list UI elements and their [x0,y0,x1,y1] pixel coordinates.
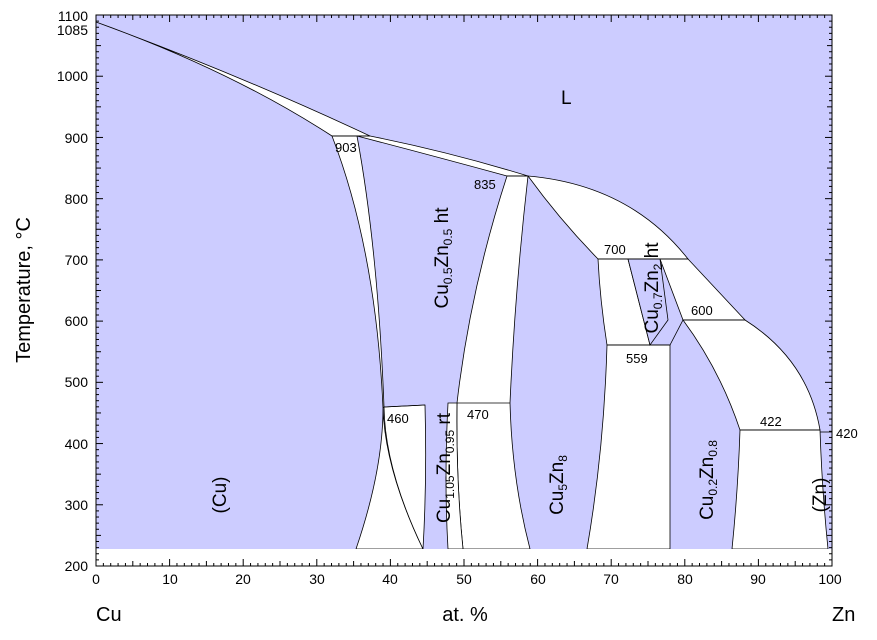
x-tick-60: 60 [530,571,546,587]
phase-cu: (Cu) [210,477,231,514]
x-tick-labels: 0 10 20 30 40 50 60 70 80 90 100 [92,571,842,587]
x-tick-40: 40 [382,571,398,587]
x-axis-left-element: Cu [96,604,122,626]
phase-liquid: L [561,88,572,109]
temp-903: 903 [335,140,357,155]
y-tick-800: 800 [65,191,89,207]
phase-cu07zn2-ht: Cu0.7Zn2 ht [642,242,665,334]
temp-700: 700 [604,242,626,257]
phase-cu05zn05-ht: Cu0.5Zn0.5 ht [432,207,455,309]
phase-cu02zn08: Cu0.2Zn0.8 [697,440,720,520]
temp-600: 600 [691,303,713,318]
y-tick-600: 600 [65,313,89,329]
isotherms [332,135,832,433]
tick-marks [95,14,833,567]
y-label-1085: 1085 [57,22,88,38]
x-tick-70: 70 [603,571,619,587]
region-beta-rt-left [383,404,427,551]
phase-labels: L (Cu) (Zn) Cu0.5Zn0.5 ht Cu1.05Zn0.95 r… [210,88,831,523]
temp-470: 470 [467,407,489,422]
x-tick-90: 90 [750,571,766,587]
phase-cu5zn8: Cu5Zn8 [547,455,570,515]
two-phase-regions [95,21,829,551]
y-tick-700: 700 [65,252,89,268]
phase-cu105zn095-rt: Cu1.05Zn0.95 rt [434,412,457,523]
x-tick-0: 0 [92,571,100,587]
x-axis-right-element: Zn [832,604,855,626]
x-axis-title: at. % [442,604,488,626]
y-axis-title: Temperature, °C [13,217,35,363]
y-tick-1000: 1000 [57,68,88,84]
x-tick-10: 10 [162,571,178,587]
temp-460: 460 [387,411,409,426]
temperature-annotations: 903 835 700 600 559 460 470 422 420 [335,140,858,441]
y-tick-labels: 200 300 400 500 600 700 800 900 1000 110… [57,8,88,574]
temp-420: 420 [836,426,858,441]
temp-559: 559 [626,351,648,366]
y-tick-500: 500 [65,374,89,390]
y-tick-900: 900 [65,130,89,146]
temp-422: 422 [760,414,782,429]
isotherm-460 [383,404,426,408]
y-tick-1100: 1100 [58,8,88,24]
x-tick-80: 80 [677,571,693,587]
y-tick-300: 300 [65,497,89,513]
y-tick-200: 200 [65,558,89,574]
y-tick-400: 400 [65,436,89,452]
phase-zn: (Zn) [810,478,831,513]
x-tick-50: 50 [456,571,472,587]
x-tick-30: 30 [309,571,325,587]
x-tick-20: 20 [235,571,251,587]
region-gamma-eps [586,344,671,550]
temp-835: 835 [474,177,496,192]
x-tick-100: 100 [818,571,842,587]
